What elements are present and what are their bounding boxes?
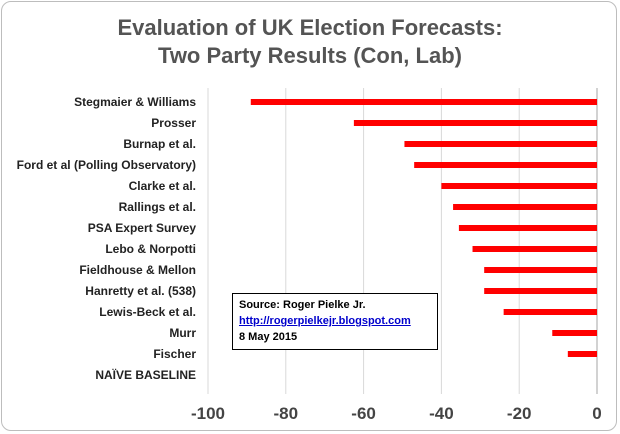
x-tick-label: -100 [191,404,225,423]
x-tick-label: 0 [592,404,601,423]
category-label: Stegmaier & Williams [74,95,196,109]
bar [250,99,598,105]
source-label: Source: Roger Pielke Jr. [239,299,366,311]
bar [552,330,597,336]
bar [484,267,597,273]
bar [503,309,597,315]
category-label: Lewis-Beck et al. [99,305,196,319]
source-date: 8 May 2015 [239,331,298,343]
category-label: PSA Expert Survey [88,221,197,235]
bar [458,225,597,231]
bar [472,246,597,252]
x-tick-label: -60 [351,404,376,423]
chart-title: Evaluation of UK Election Forecasts: Two… [0,14,620,70]
category-label: Clarke et al. [129,179,196,193]
chart-subtitle: Two Party Results (Con, Lab) [158,43,462,68]
bar [484,288,597,294]
category-label: Fischer [153,347,196,361]
x-tick-label: -80 [274,404,299,423]
category-label: Ford et al (Polling Observatory) [17,158,196,172]
category-label: Hanretty et al. (538) [85,284,196,298]
x-tick-label: -20 [507,404,532,423]
category-label: Prosser [151,116,196,130]
source-link[interactable]: http://rogerpielkejr.blogspot.com [239,315,411,327]
bar [453,204,597,210]
source-box: Source: Roger Pielke Jr. http://rogerpie… [232,293,438,350]
chart-title-line1: Evaluation of UK Election Forecasts: [117,15,503,40]
bar [404,141,597,147]
category-label: NAÏVE BASELINE [95,367,196,382]
bar [414,162,597,168]
bar [441,183,597,189]
category-label: Rallings et al. [119,200,196,214]
bar [567,351,597,357]
category-label: Lebo & Norpotti [105,242,196,256]
x-tick-label: -40 [429,404,454,423]
bar [353,120,597,126]
category-label: Burnap et al. [123,137,196,151]
category-label: Fieldhouse & Mellon [79,263,196,277]
category-label: Murr [169,326,196,340]
